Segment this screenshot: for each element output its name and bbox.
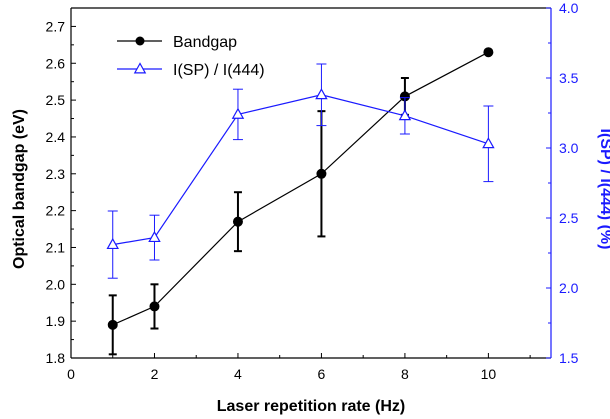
data-point — [315, 88, 328, 100]
y-tick-label-right: 1.5 — [559, 350, 579, 366]
series-layer — [106, 47, 495, 356]
legend-label-bandgap: Bandgap — [173, 34, 237, 51]
data-point — [149, 301, 160, 312]
data-point — [316, 168, 327, 179]
y-tick-label-left: 2.5 — [46, 92, 66, 108]
data-point — [482, 137, 495, 149]
series-line — [112, 94, 489, 246]
data-point — [148, 230, 161, 243]
series-line — [112, 51, 489, 326]
x-tick-label: 4 — [234, 366, 242, 382]
y-tick-label-left: 2.3 — [46, 166, 66, 182]
plot-frame — [70, 7, 552, 359]
series-bandgap — [107, 47, 494, 356]
legend: Bandgap I(SP) / I(444) — [117, 34, 265, 79]
data-point — [232, 216, 243, 227]
y-tick-label-right: 2.5 — [559, 210, 579, 226]
y-tick-label-left: 2.7 — [46, 18, 66, 34]
axis-ticks — [70, 7, 551, 359]
series-ratio — [106, 63, 495, 279]
x-tick-label: 6 — [318, 366, 326, 382]
data-point — [231, 107, 245, 119]
y-tick-label-left: 1.8 — [46, 350, 66, 366]
y-tick-label-left: 2.4 — [46, 129, 66, 145]
y-tick-label-right: 4.0 — [559, 0, 579, 16]
y-tick-label-right: 2.0 — [559, 280, 579, 296]
tick-labels: 0 2 4 6 8 10 1.8 1.9 2.0 2.1 2.2 2.3 2.4 2.5 2.6 2.7 1.5… — [46, 0, 579, 382]
data-point — [106, 237, 119, 250]
legend-marker-ratio — [133, 62, 147, 74]
y-axis-title-left: Optical bandgap (eV) — [11, 109, 28, 269]
y-tick-label-left: 2.2 — [46, 203, 66, 219]
y-tick-label-right: 3.5 — [559, 70, 579, 86]
legend-marker-bandgap — [135, 36, 145, 46]
y-tick-label-left: 2.1 — [46, 239, 66, 255]
x-tick-label: 8 — [401, 366, 409, 382]
data-point — [398, 109, 412, 121]
y-tick-label-left: 2.0 — [46, 276, 66, 292]
x-tick-label: 2 — [151, 366, 159, 382]
y-tick-label-left: 1.9 — [46, 313, 66, 329]
y-tick-label-left: 2.6 — [46, 55, 66, 71]
data-point — [483, 47, 494, 58]
x-tick-label: 0 — [67, 366, 75, 382]
y-tick-label-right: 3.0 — [559, 140, 579, 156]
data-point — [107, 319, 118, 330]
x-axis-title: Laser repetition rate (Hz) — [217, 398, 405, 415]
y-axis-title-right: I(SP) / I(444) (%) — [597, 129, 610, 250]
legend-label-ratio: I(SP) / I(444) — [173, 62, 265, 79]
x-tick-label: 10 — [481, 366, 497, 382]
